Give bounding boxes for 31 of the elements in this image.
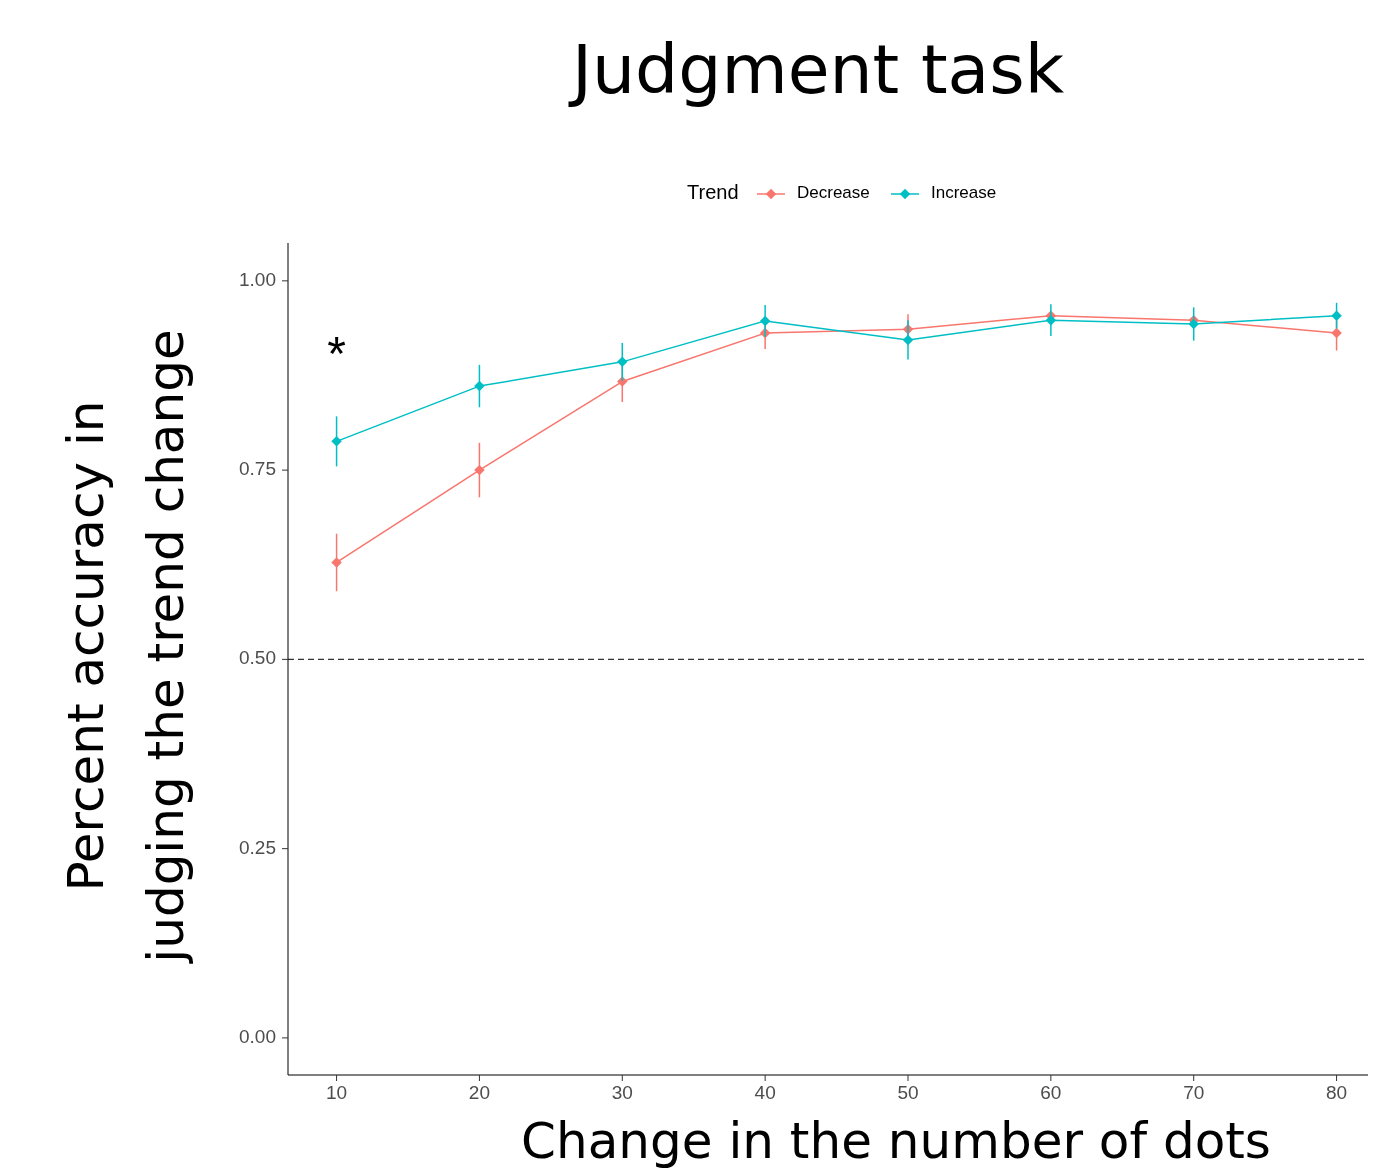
x-tick-label: 20	[468, 1082, 490, 1103]
y-tick-label: 0.75	[239, 458, 276, 480]
x-tick-label: 60	[1040, 1082, 1062, 1103]
point	[617, 356, 628, 368]
point	[474, 464, 485, 476]
x-tick-label: 50	[897, 1082, 919, 1103]
y-tick-label: 0.50	[239, 647, 276, 669]
point	[617, 376, 628, 387]
point	[474, 380, 485, 392]
legend-title: Trend	[687, 181, 739, 204]
point	[331, 557, 342, 568]
point	[1045, 314, 1057, 326]
y-tick-label: 0.25	[239, 836, 276, 858]
point	[1331, 310, 1342, 321]
point	[1188, 318, 1199, 330]
legend-label: Increase	[931, 183, 997, 203]
y-tick-label: 0.00	[239, 1025, 276, 1047]
annotation: *	[327, 327, 346, 380]
x-tick-label: 70	[1183, 1082, 1205, 1103]
point	[902, 334, 914, 346]
x-tick-label: 80	[1326, 1082, 1348, 1103]
x-tick-label: 40	[754, 1082, 776, 1103]
point	[331, 436, 342, 447]
x-axis-title: Change in the number of dots	[521, 1112, 1271, 1170]
chart-title: Judgment task	[567, 30, 1065, 109]
y-axis-title: Percent accuracy in judging the trend change	[57, 329, 195, 964]
legend-label: Decrease	[797, 183, 870, 203]
y-tick-label: 1.00	[239, 268, 276, 290]
x-tick-label: 10	[326, 1082, 348, 1103]
x-tick-label: 30	[611, 1082, 633, 1103]
point	[759, 315, 771, 327]
